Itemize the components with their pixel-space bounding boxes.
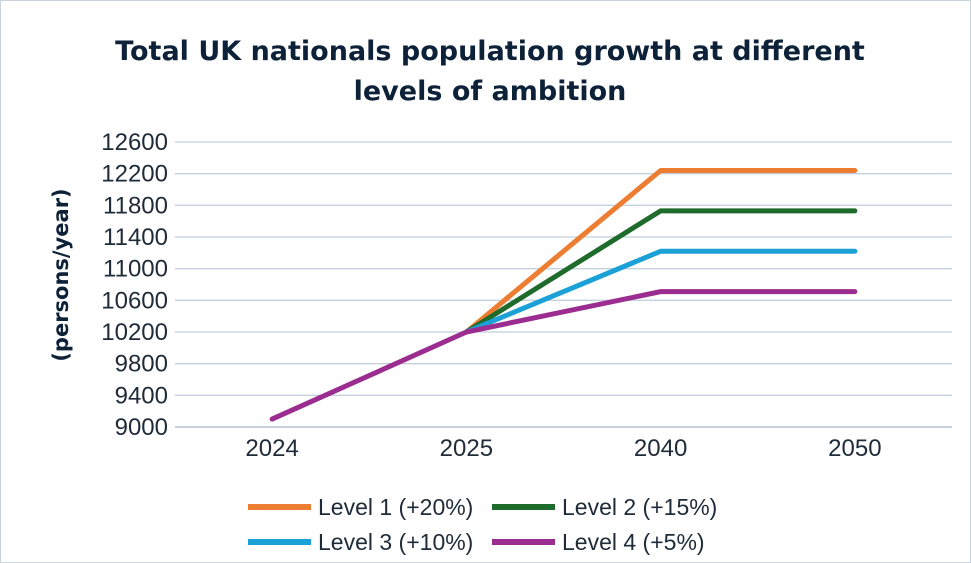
series-line-level-1: [463, 168, 858, 335]
x-tick-label: 2040: [634, 435, 687, 462]
y-tick-label: 10200: [101, 319, 168, 346]
chart-title-line-1: Total UK nationals population growth at …: [115, 36, 865, 67]
legend-label-level-3: Level 3 (+10%): [318, 529, 473, 555]
y-tick-label: 11000: [103, 256, 168, 283]
series-line-level-2: [463, 208, 858, 335]
x-tick-label: 2024: [245, 435, 298, 462]
x-tick-label: 2050: [828, 435, 881, 462]
legend-label-level-2: Level 2 (+15%): [562, 494, 717, 520]
legend-label-level-1: Level 1 (+20%): [318, 494, 473, 520]
series-line-level-3: [463, 248, 858, 335]
x-tick-label: 2025: [440, 435, 493, 462]
chart-title-line-2: levels of ambition: [353, 76, 627, 107]
legend-label-level-4: Level 4 (+5%): [562, 529, 705, 555]
y-tick-label: 9000: [115, 414, 168, 441]
y-tick-label: 9400: [115, 382, 168, 409]
y-tick-label: 12200: [101, 161, 168, 188]
y-tick-label: 9800: [115, 351, 168, 378]
y-tick-label: 12600: [101, 129, 168, 156]
chart-title: Total UK nationals population growth at …: [80, 32, 900, 112]
y-tick-label: 10600: [101, 287, 168, 314]
series-line-level-4: [269, 289, 858, 422]
y-axis-label: (persons/year): [49, 188, 73, 361]
y-tick-label: 11400: [103, 224, 168, 251]
y-tick-label: 11800: [103, 192, 168, 219]
